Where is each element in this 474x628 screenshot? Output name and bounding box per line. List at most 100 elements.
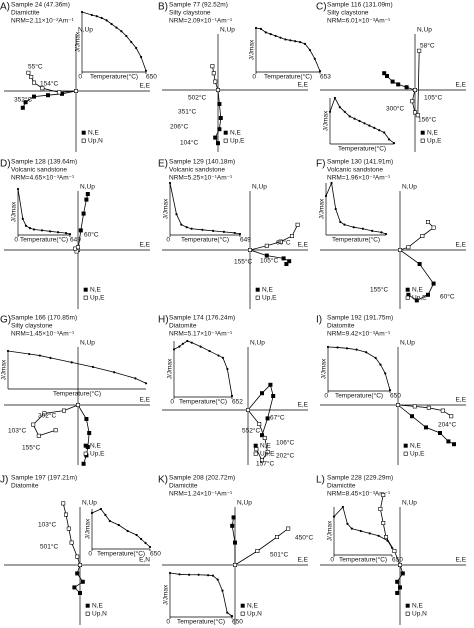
lithology: Silty claystone <box>11 323 53 330</box>
sample-name: Sample 197 (197.21m) <box>11 475 77 482</box>
panel: B) Sample 77 (92.52m)Silty claystoneNRM=2… <box>158 2 331 152</box>
decay-point <box>294 40 297 43</box>
data-point <box>53 428 58 433</box>
sample-name: Sample 129 (140.18m) <box>169 159 235 166</box>
data-point <box>215 88 220 93</box>
decay-point <box>24 224 28 227</box>
legend-label: Up,E <box>262 295 277 302</box>
decay-point <box>378 129 381 132</box>
decay-point <box>230 615 234 618</box>
data-point <box>230 523 235 528</box>
legend-swatch <box>403 451 408 456</box>
decay-point <box>70 361 73 364</box>
legend-label: N,E <box>262 287 274 294</box>
nrm: NRM=4.65×10⁻³Am⁻¹ <box>11 175 75 182</box>
data-point <box>295 222 300 227</box>
sample-name: Sample 77 (92.52m) <box>169 2 228 9</box>
decay-point <box>332 515 336 518</box>
decay-point <box>341 505 345 509</box>
legend-label: Up,E <box>230 138 245 145</box>
decay-point <box>49 356 52 359</box>
decay-line <box>329 97 395 144</box>
legend-swatch <box>81 130 86 135</box>
temperature-annotation: 55°C <box>28 63 43 71</box>
decay-point <box>358 119 361 123</box>
temperature-annotation: 155°C <box>234 258 252 266</box>
data-point <box>74 89 79 94</box>
decay-point <box>135 46 138 50</box>
lithology: Silty claystone <box>327 10 369 17</box>
data-point <box>413 88 418 93</box>
data-point <box>233 563 238 568</box>
decay-point <box>211 574 215 577</box>
inset-x-label: Temperature(°C) <box>332 236 380 244</box>
sample-name: Sample 166 (170.85m) <box>11 315 77 322</box>
decay-point <box>390 546 394 549</box>
temperature-annotation: 302°C <box>38 412 56 420</box>
data-point <box>396 82 401 87</box>
decay-point <box>368 124 371 127</box>
decay-point <box>180 223 183 226</box>
panel: H) Sample 174 (176.24m)DiatomiteNRM=5.17×… <box>158 315 309 468</box>
temperature-annotation: 351°C <box>178 108 196 116</box>
data-point <box>75 571 80 576</box>
sample-name: Sample 116 (131.09m) <box>327 2 393 9</box>
decay-point <box>345 347 349 350</box>
decay-point <box>330 181 333 185</box>
decay-line <box>325 181 387 235</box>
temperature-annotation: 67°C <box>270 414 285 422</box>
decay-point <box>334 207 337 211</box>
decay-point <box>353 117 356 120</box>
data-point <box>254 447 259 452</box>
inset-y-label: J/Jmax <box>75 31 82 52</box>
decay-point <box>28 352 31 356</box>
legend-swatch <box>405 603 410 608</box>
data-point <box>78 591 83 596</box>
temperature-annotation: 450°C <box>295 534 313 542</box>
decay-point <box>168 181 172 185</box>
inset-y-label: J/Jmax <box>163 198 170 219</box>
temperature-annotation: 501°C <box>270 551 288 559</box>
sample-name: Sample 24 (47.36m) <box>11 2 70 9</box>
legend-swatch <box>403 443 408 448</box>
inset-tick-label: 0 <box>166 619 170 626</box>
nrm: NRM=5.25×10⁻¹Am⁻¹ <box>169 175 233 182</box>
panel-label: D) <box>0 159 11 170</box>
data-point <box>210 64 215 69</box>
data-point <box>446 439 451 444</box>
nrm: NRM=1.96×10⁻²Am⁻¹ <box>327 175 391 182</box>
axis-label-right: E,E <box>456 557 467 564</box>
panel-label: I) <box>316 315 322 326</box>
decay-point <box>135 533 138 537</box>
decay-point <box>226 367 229 371</box>
inset-tick-label: 0 <box>78 74 82 81</box>
data-point <box>378 506 383 511</box>
decay-point <box>117 523 120 527</box>
decay-point <box>95 15 98 18</box>
lithology: Diamictite <box>11 10 40 17</box>
data-point <box>284 262 289 267</box>
decay-point <box>139 55 143 59</box>
decay-point <box>222 230 226 233</box>
decay-point <box>120 30 123 33</box>
decay-point <box>343 223 346 226</box>
decay-point <box>343 110 346 113</box>
decay-line <box>81 11 147 71</box>
panel-label: L) <box>316 475 325 486</box>
decay-point <box>339 220 342 224</box>
legend-swatch <box>240 603 245 608</box>
decay-point <box>108 519 111 523</box>
inset-x-label: Temperature(°C) <box>53 390 101 398</box>
data-point <box>248 248 253 253</box>
legend-swatch <box>83 443 88 448</box>
decay-point <box>90 511 94 515</box>
inset-x-label: Temperature(°C) <box>20 236 68 244</box>
inset-x-label: Temperature(°C) <box>335 392 383 400</box>
decay-point <box>361 227 365 230</box>
legend-swatch <box>83 451 88 456</box>
temperature-annotation: 60°C <box>84 231 99 239</box>
inset-tick-label: 650 <box>392 557 403 564</box>
data-point <box>23 100 28 105</box>
axis-label-right: E,E <box>140 242 151 249</box>
decay-point <box>388 389 392 392</box>
